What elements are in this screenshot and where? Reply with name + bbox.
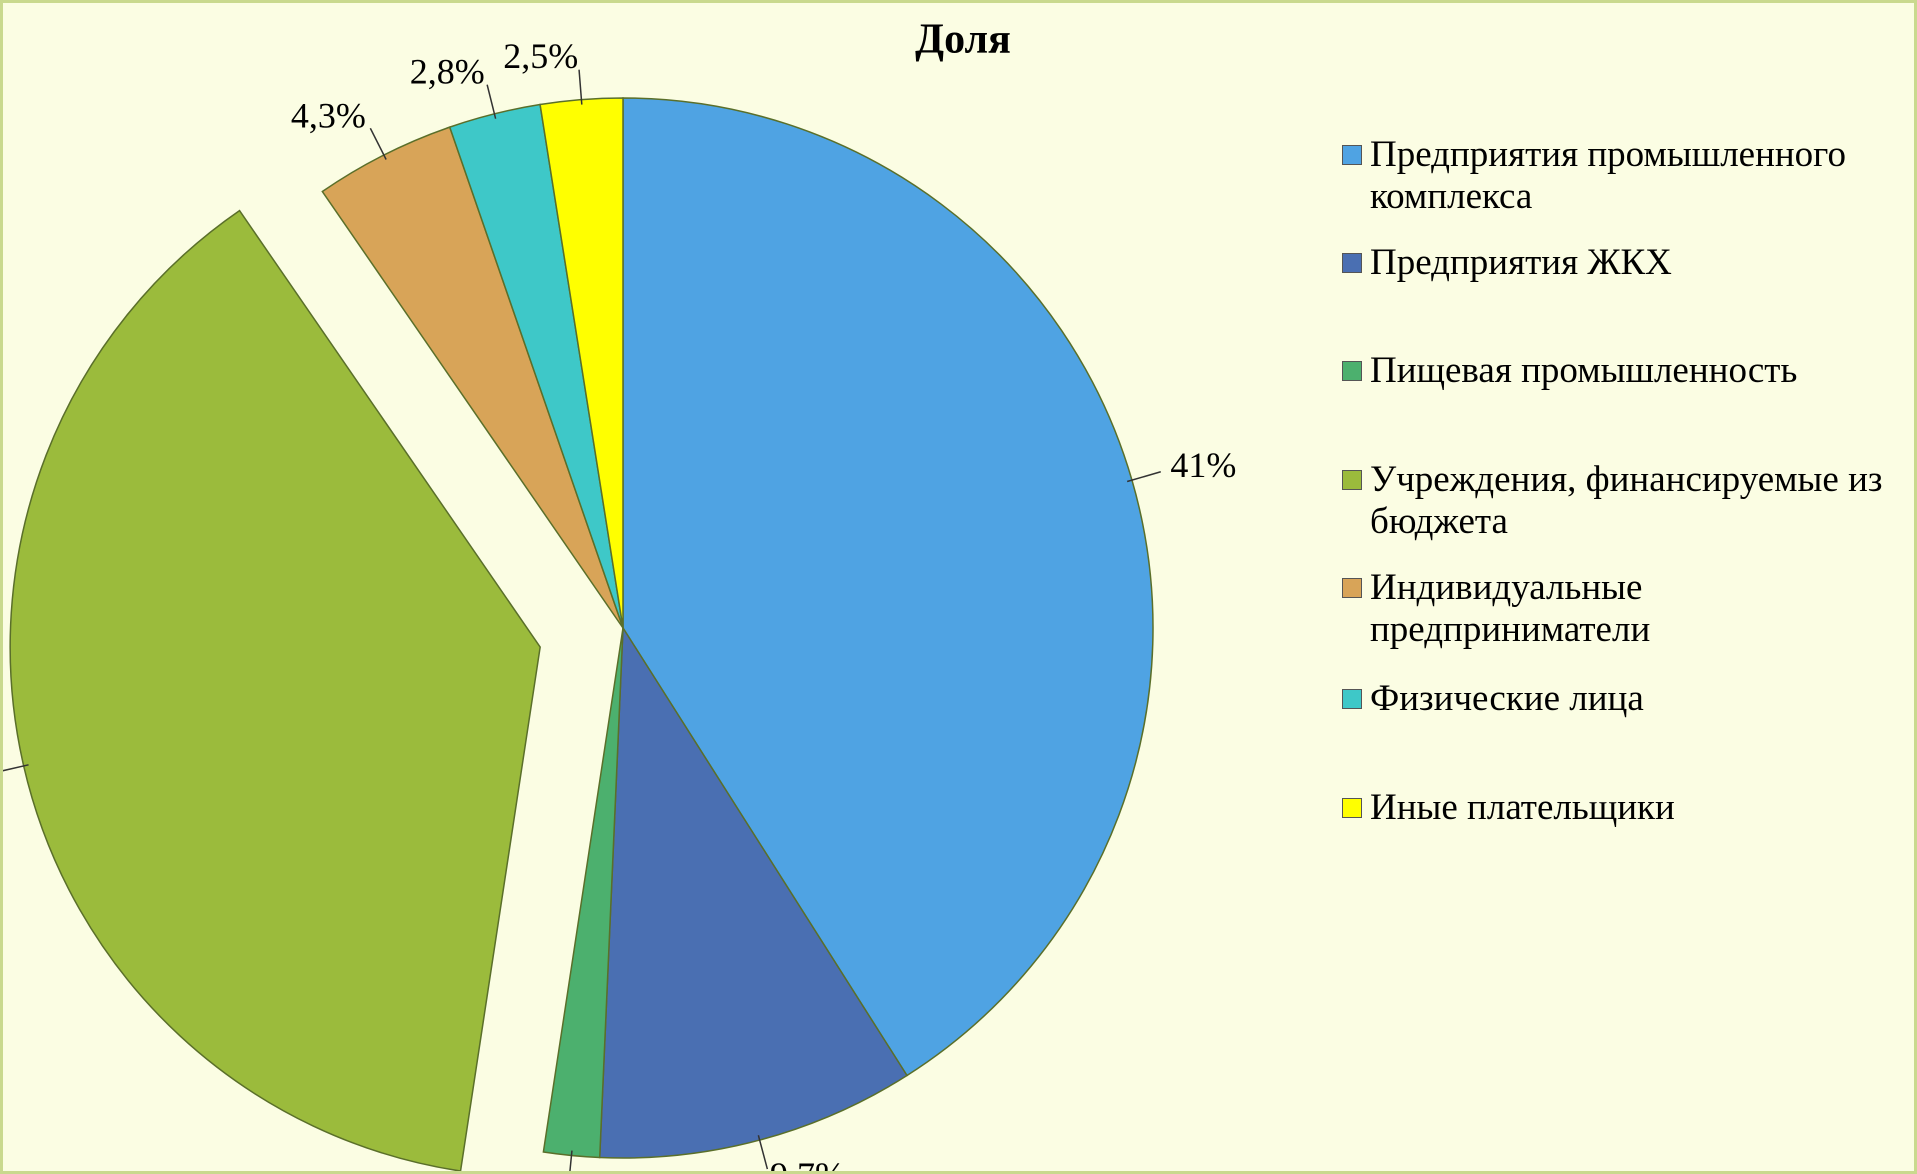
leader-line — [569, 1150, 573, 1171]
legend-label: Иные плательщики — [1370, 787, 1675, 828]
chart-title: Доля — [915, 17, 1011, 63]
legend-item: Учреждения, финансируемые из бюджета — [1342, 459, 1912, 543]
chart: Доля 41%9,7%1,7%38%4,3%2,8%2,5% — [3, 17, 1236, 1171]
leader-line — [369, 127, 387, 160]
leader-line — [486, 84, 497, 119]
legend-item: Пищевая промышленность — [1342, 350, 1912, 392]
legend-label: Пищевая промышленность — [1370, 350, 1798, 391]
legend-swatch — [1342, 361, 1362, 381]
legend-label: Предприятия ЖКХ — [1370, 242, 1672, 283]
data-label: 2,8% — [410, 51, 485, 91]
leader-line — [1126, 471, 1161, 483]
legend-swatch — [1342, 798, 1362, 818]
legend-label: Учреждения, финансируемые из бюджета — [1370, 459, 1883, 542]
legend-item: Индивидуальные предприниматели — [1342, 567, 1912, 651]
legend-label: Предприятия промышленного комплекса — [1370, 134, 1846, 217]
legend-label: Физические лица — [1370, 678, 1644, 719]
legend-swatch — [1342, 253, 1362, 273]
data-label: 41% — [1170, 445, 1236, 485]
legend-swatch — [1342, 689, 1362, 709]
leader-line — [757, 1135, 769, 1170]
legend-swatch — [1342, 145, 1362, 165]
data-label: 9,7% — [770, 1155, 845, 1171]
data-label: 2,5% — [503, 36, 578, 76]
leader-line — [578, 69, 583, 105]
legend-swatch — [1342, 470, 1362, 490]
legend-item: Иные плательщики — [1342, 787, 1912, 829]
legend-swatch — [1342, 578, 1362, 598]
legend-label: Индивидуальные предприниматели — [1370, 567, 1651, 650]
leader-line — [3, 764, 29, 772]
legend-item: Предприятия ЖКХ — [1342, 242, 1912, 284]
legend-item: Физические лица — [1342, 678, 1912, 720]
legend-item: Предприятия промышленного комплекса — [1342, 134, 1912, 218]
data-label: 4,3% — [291, 96, 366, 136]
